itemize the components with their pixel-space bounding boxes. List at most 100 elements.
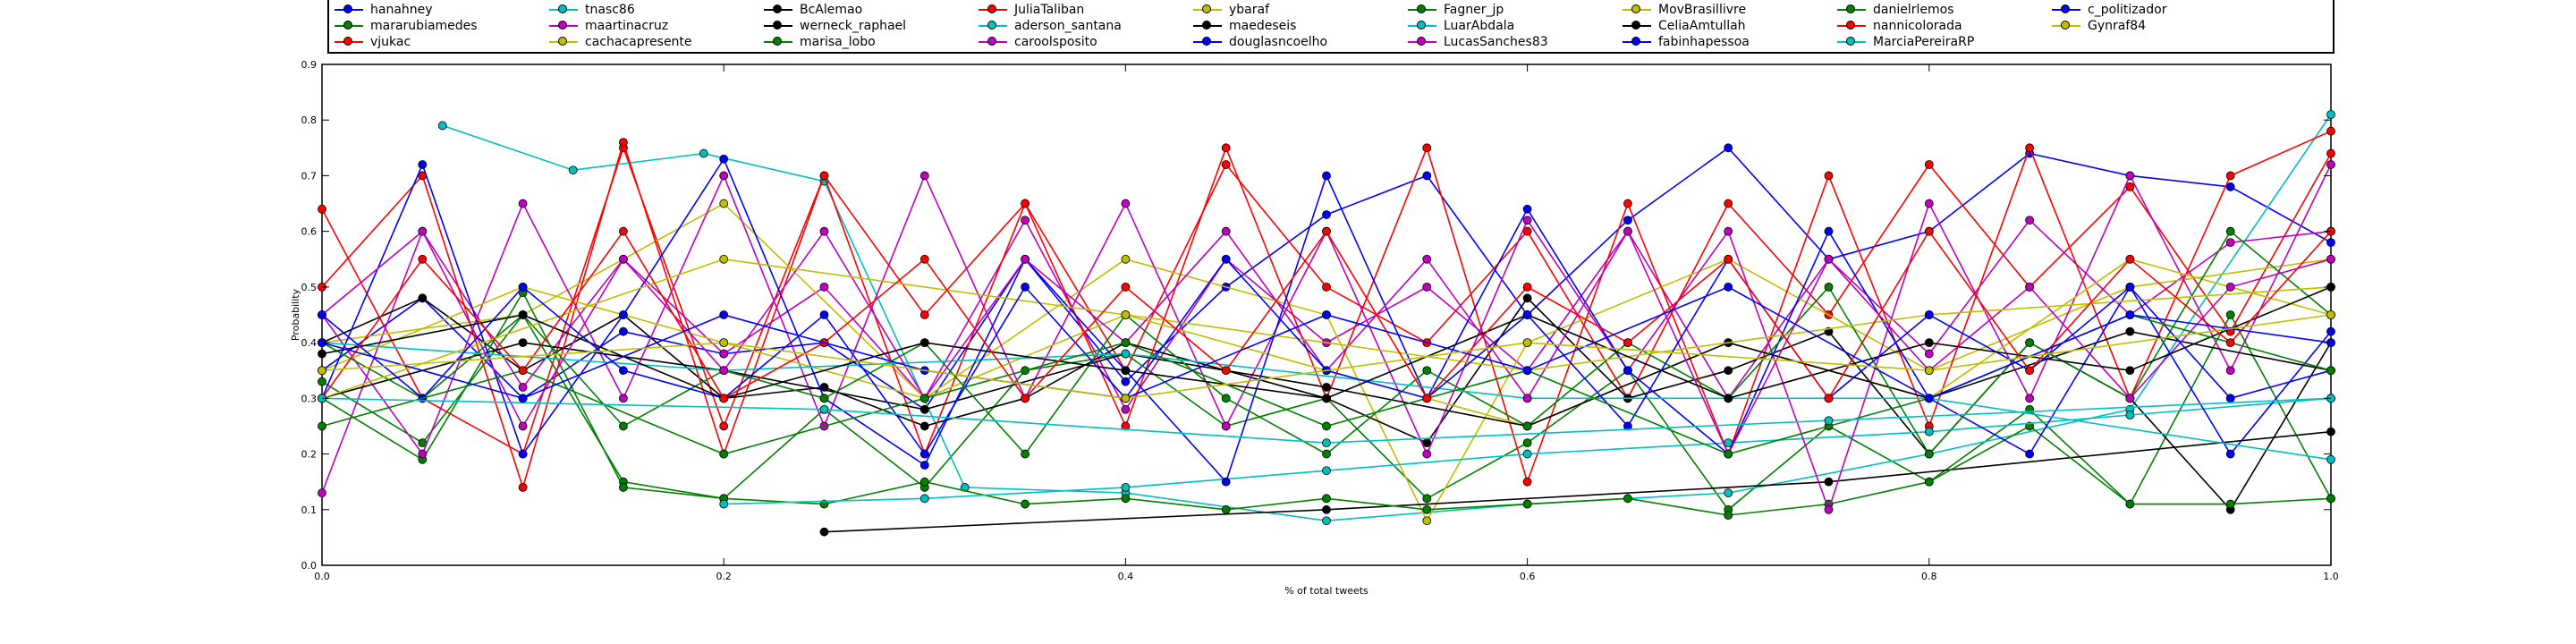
- legend-swatch: [979, 20, 1007, 32]
- data-point: [1021, 394, 1030, 403]
- data-point: [2025, 394, 2035, 403]
- legend-label: LucasSanches83: [1444, 35, 1548, 49]
- data-point: [719, 449, 729, 459]
- data-point: [1221, 504, 1231, 514]
- data-point: [619, 482, 628, 492]
- data-point: [2225, 171, 2235, 181]
- legend-label: Gynraf84: [2088, 19, 2147, 33]
- y-tick-label-8: 0.8: [301, 114, 318, 126]
- data-point: [518, 338, 528, 348]
- data-point: [1924, 477, 1934, 487]
- x-tick-label-4: 0.8: [1921, 571, 1937, 582]
- data-point: [2125, 394, 2135, 403]
- data-point: [2125, 326, 2135, 336]
- data-point: [2125, 171, 2135, 181]
- data-point: [619, 226, 628, 236]
- series-line-MarciaPereiraRP: [321, 397, 2332, 444]
- data-point: [919, 494, 929, 504]
- legend-label: vjukac: [370, 35, 411, 49]
- legend-swatch: [764, 36, 792, 48]
- legend-item-ybaraf: ybaraf: [1193, 2, 1269, 18]
- data-point: [318, 488, 326, 498]
- data-point: [1824, 226, 1834, 236]
- legend-label: maedeseis: [1229, 19, 1297, 33]
- legend-label: JuliaTaliban: [1014, 3, 1085, 17]
- legend-item-cachacapresente: cachacapresente: [549, 34, 692, 50]
- legend-label: nannicolorada: [1873, 19, 1962, 33]
- data-point: [2025, 366, 2035, 376]
- legend-label: MovBrasillivre: [1658, 3, 1747, 17]
- data-point: [1623, 226, 1632, 236]
- x-axis-label: % of total tweets: [1284, 585, 1368, 597]
- data-point: [1121, 199, 1131, 208]
- series-layer: [318, 110, 2335, 537]
- data-point: [919, 394, 929, 403]
- data-point: [1322, 516, 1331, 526]
- data-point: [1121, 404, 1131, 414]
- data-point: [1824, 504, 1834, 514]
- legend-item-caroolsposito: caroolsposito: [979, 34, 1097, 50]
- data-point: [1824, 254, 1834, 264]
- data-point: [1522, 499, 1532, 509]
- data-point: [1021, 254, 1030, 264]
- data-point: [1422, 449, 1432, 459]
- data-point: [919, 404, 929, 414]
- data-point: [1221, 366, 1231, 376]
- data-point: [1724, 254, 1733, 264]
- data-point: [1724, 449, 1733, 459]
- legend-label: hanahney: [370, 3, 433, 17]
- series-douglasncoelho: [318, 154, 2335, 487]
- data-point: [1522, 421, 1532, 431]
- data-point: [1121, 338, 1131, 348]
- data-point: [819, 527, 829, 537]
- data-point: [819, 394, 829, 403]
- legend-swatch: [549, 36, 578, 48]
- x-tick-label-5: 1.0: [2323, 571, 2339, 582]
- data-point: [1522, 338, 1532, 348]
- data-point: [1522, 438, 1532, 448]
- data-point: [719, 349, 729, 359]
- data-point: [1422, 394, 1432, 403]
- data-point: [418, 449, 428, 459]
- data-point: [1824, 416, 1834, 426]
- data-point: [1924, 366, 1934, 376]
- data-point: [1522, 293, 1532, 303]
- data-point: [2225, 366, 2235, 376]
- series-line-cachacapresente: [321, 202, 2332, 522]
- data-point: [1824, 394, 1834, 403]
- legend-item-hanahney: hanahney: [335, 2, 433, 18]
- data-point: [1221, 160, 1231, 169]
- legend-swatch: [1408, 4, 1436, 16]
- data-point: [719, 154, 729, 164]
- legend-label: c_politizador: [2088, 3, 2167, 17]
- axis-layer: 0.0 0.2 0.4 0.6 0.8 1.0 0.0 0.1 0.2 0.3 0.4 0.5 0.6 0…: [301, 59, 2339, 582]
- data-point: [1221, 254, 1231, 264]
- data-point: [1824, 282, 1834, 292]
- data-point: [619, 326, 628, 336]
- data-point: [1924, 226, 1934, 236]
- legend-item-nannicolorada: nannicolorada: [1837, 18, 1962, 34]
- legend-swatch: [2052, 20, 2080, 32]
- data-point: [2025, 216, 2035, 225]
- data-point: [1322, 449, 1331, 459]
- legend-item-maedeseis: maedeseis: [1193, 18, 1296, 34]
- data-point: [1422, 516, 1432, 526]
- data-point: [1322, 494, 1331, 504]
- data-point: [1724, 488, 1733, 498]
- legend-item-werneck_raphael: werneck_raphael: [764, 18, 906, 34]
- data-point: [719, 499, 729, 509]
- data-point: [2326, 126, 2335, 136]
- y-tick-label-0: 0.0: [301, 560, 318, 572]
- data-point: [1121, 310, 1131, 319]
- data-point: [1021, 499, 1030, 509]
- legend-label: LuarAbdala: [1444, 19, 1515, 33]
- data-point: [2326, 110, 2335, 119]
- legend-item-BcAlemao: BcAlemao: [764, 2, 862, 18]
- data-point: [418, 160, 428, 169]
- series-nannicolorada: [318, 226, 2335, 403]
- y-tick-label-3: 0.3: [301, 393, 318, 404]
- legend-label: tnasc86: [585, 3, 635, 17]
- data-point: [2125, 182, 2135, 191]
- data-point: [2326, 454, 2335, 464]
